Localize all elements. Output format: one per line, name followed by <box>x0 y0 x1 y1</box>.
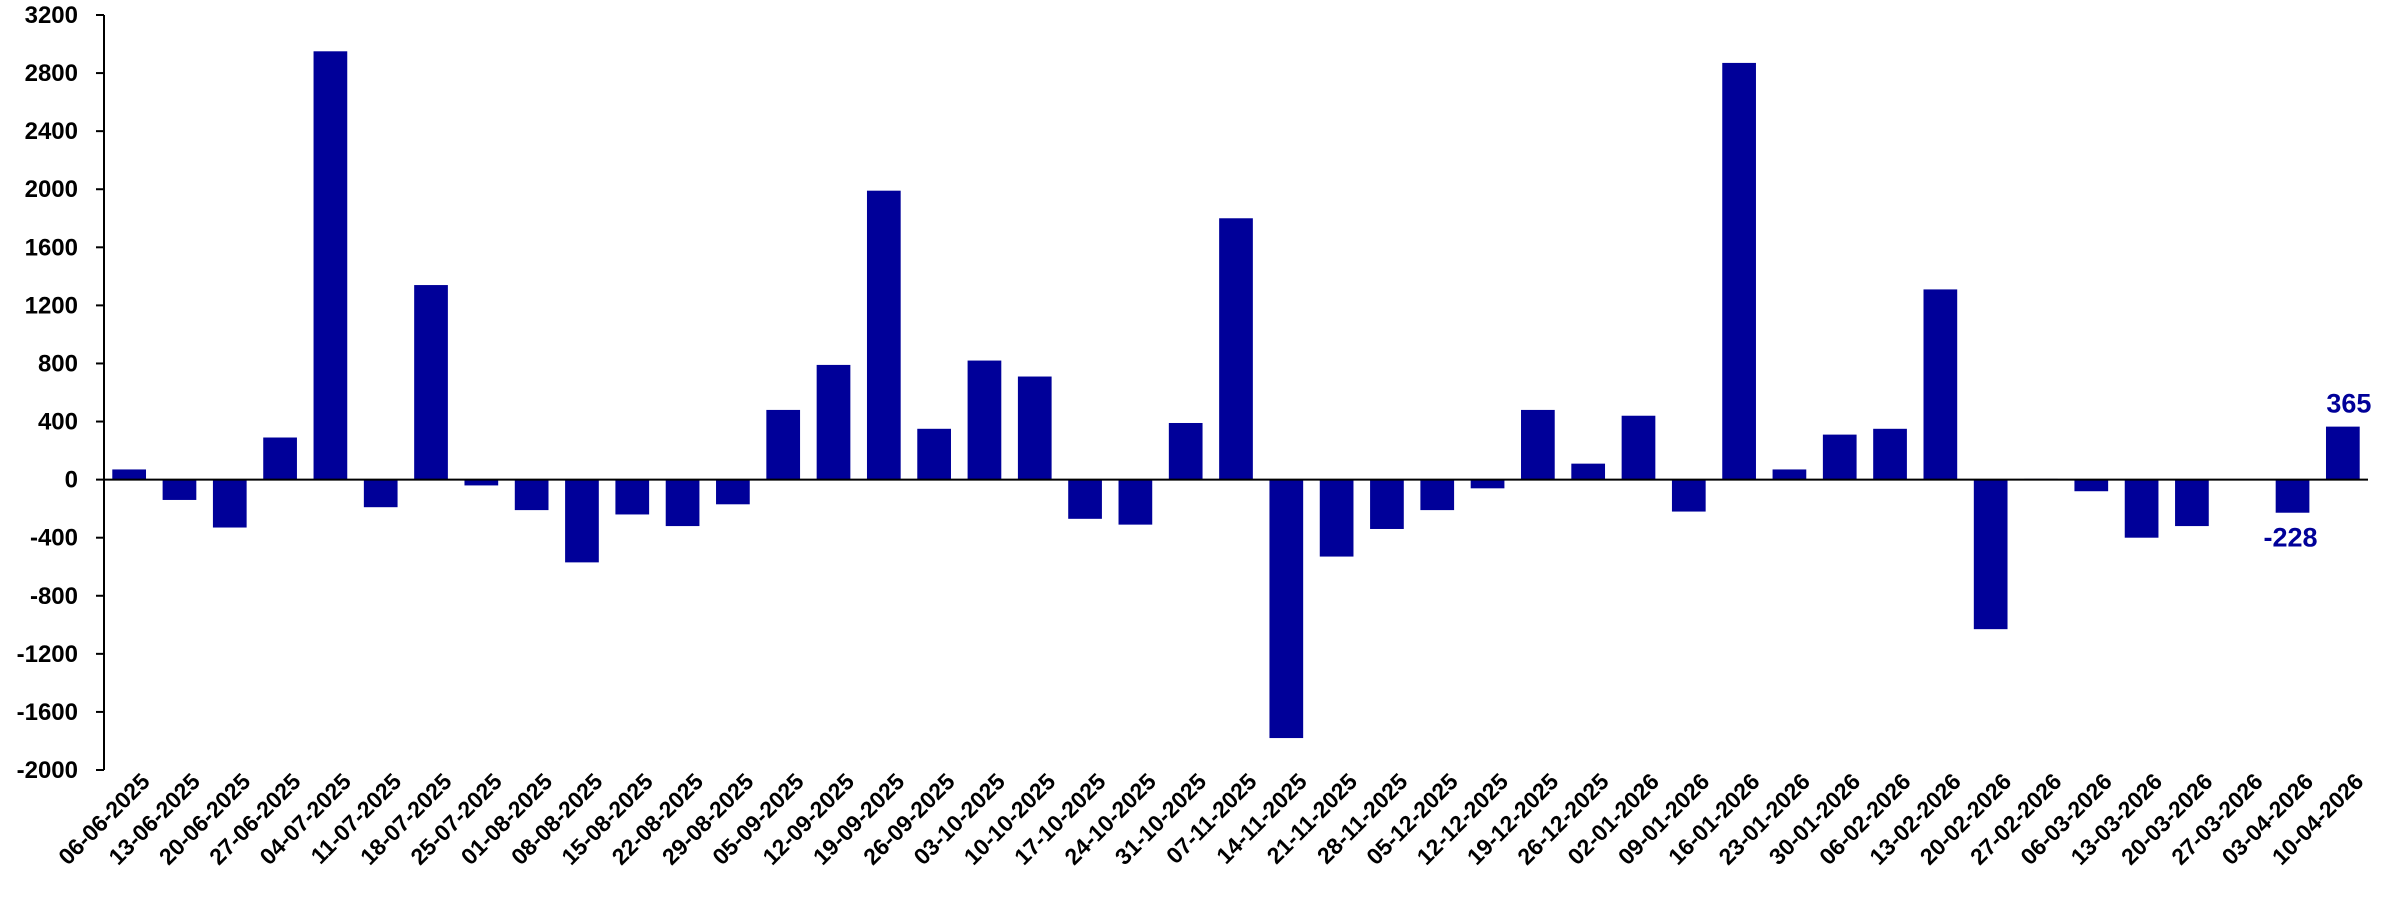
y-tick-label: -1600 <box>17 699 78 726</box>
bar <box>1118 479 1153 525</box>
bar <box>2124 479 2159 538</box>
bar <box>1621 415 1656 480</box>
bar <box>1722 62 1756 480</box>
bar <box>766 409 801 480</box>
bar <box>967 360 1002 480</box>
bar <box>665 479 700 527</box>
bar <box>1269 479 1304 739</box>
bar <box>1219 218 1253 480</box>
bar <box>263 437 297 480</box>
bar <box>2175 479 2209 527</box>
bar <box>514 479 549 511</box>
bar <box>1973 479 2008 630</box>
y-tick-label: 400 <box>38 409 78 436</box>
bar <box>162 479 197 500</box>
bar <box>615 479 650 515</box>
y-tick-label: -800 <box>30 583 78 610</box>
bars-group <box>112 51 2360 739</box>
bar <box>1470 479 1505 489</box>
y-tick-label: 0 <box>65 467 78 494</box>
bar <box>414 285 448 480</box>
bar <box>1168 422 1203 480</box>
bar <box>464 479 499 486</box>
bar <box>1772 469 1807 480</box>
bar <box>1068 479 1102 519</box>
data-label: -228 <box>2264 523 2318 553</box>
y-tick-label: 2400 <box>25 118 78 145</box>
y-tick-label: -1200 <box>17 641 78 668</box>
bar <box>1822 434 1857 480</box>
data-labels: -228 365 <box>2264 389 2372 553</box>
y-tick-label: 3200 <box>25 2 78 29</box>
data-label: 365 <box>2326 389 2371 419</box>
bar <box>816 364 851 480</box>
bar <box>1319 479 1354 557</box>
bar <box>1017 376 1052 480</box>
bar <box>1521 409 1555 480</box>
bar <box>1370 479 1404 529</box>
bar <box>917 428 951 480</box>
bar <box>866 190 901 480</box>
y-tick-label: -2000 <box>17 757 78 784</box>
bar <box>1420 479 1455 511</box>
bar <box>1923 289 1958 480</box>
bar <box>1873 428 1907 480</box>
bar <box>716 479 750 505</box>
y-axis: -2000 -1600 -1200 -800 -400 0 400 800 1200 1600 20… <box>17 2 105 784</box>
bar <box>2325 426 2360 480</box>
y-tick-label: -400 <box>30 525 78 552</box>
bar <box>313 51 348 480</box>
bar <box>212 479 247 528</box>
y-tick-label: 1600 <box>25 234 78 261</box>
bar <box>2074 479 2109 492</box>
bar <box>363 479 398 508</box>
bar <box>112 469 147 480</box>
y-tick-label: 2800 <box>25 60 78 87</box>
y-tick-label: 1200 <box>25 292 78 319</box>
y-tick-label: 2000 <box>25 176 78 203</box>
y-tick-label: 800 <box>38 350 78 377</box>
bar <box>1671 479 1706 512</box>
x-axis: 06-06-202513-06-202520-06-202527-06-2025… <box>53 478 2368 870</box>
bar <box>2275 479 2310 513</box>
bar <box>565 479 599 563</box>
bar <box>1571 463 1606 480</box>
